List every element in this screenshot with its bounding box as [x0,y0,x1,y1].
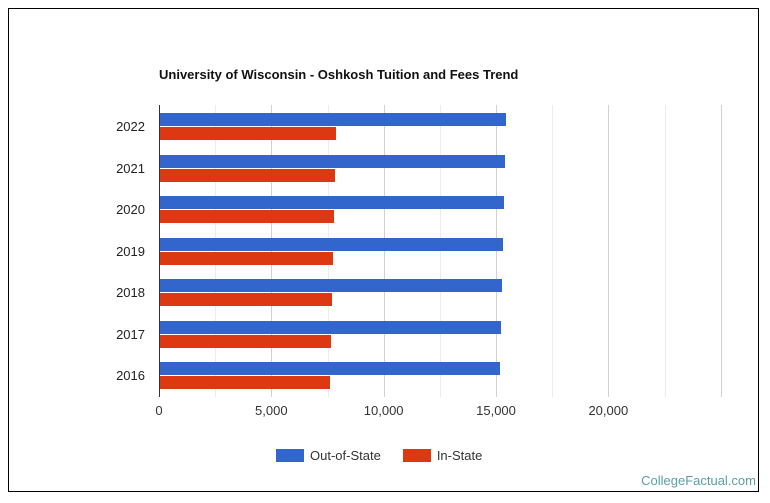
legend-item-out-of-state[interactable]: Out-of-State [276,448,381,463]
x-tick-label: 20,000 [588,403,629,418]
gridline [328,105,329,397]
source-credit[interactable]: CollegeFactual.com [641,473,756,488]
legend-label: In-State [436,448,483,463]
legend-item-in-state[interactable]: In-State [402,448,483,463]
bar-in-state-2017[interactable] [160,334,331,348]
bar-out-of-state-2016[interactable] [160,362,500,375]
bar-out-of-state-2018[interactable] [160,279,502,292]
plot-area [159,105,770,397]
y-tick-label: 2017 [116,326,145,342]
bar-in-state-2021[interactable] [160,168,335,182]
bar-out-of-state-2021[interactable] [160,154,505,168]
legend-swatch-out-of-state [276,449,304,462]
y-tick-label: 2016 [116,368,145,383]
gridline [721,105,722,397]
x-tick-label: 15,000 [476,403,516,418]
bar-in-state-2016[interactable] [160,376,330,389]
chart-title: University of Wisconsin - Oshkosh Tuitio… [159,67,519,82]
bar-in-state-2019[interactable] [160,251,333,265]
gridline [384,105,385,397]
x-tick-label: 5,000 [255,403,288,418]
gridline [271,105,272,397]
x-tick-label: 0 [155,403,163,418]
bar-out-of-state-2022[interactable] [160,113,506,126]
gridline [496,105,497,397]
y-tick-label: 2020 [116,202,145,217]
bar-out-of-state-2020[interactable] [160,196,504,209]
y-tick-label: 2022 [116,119,145,134]
bar-in-state-2022[interactable] [160,127,336,140]
gridline [215,105,216,397]
bar-in-state-2020[interactable] [160,210,334,223]
y-tick-label: 2019 [116,243,145,259]
legend-label: Out-of-State [310,448,381,463]
bar-out-of-state-2017[interactable] [160,320,501,334]
gridline [552,105,553,397]
y-tick-label: 2021 [116,160,145,176]
legend-swatch-in-state [402,449,431,462]
bar-out-of-state-2019[interactable] [160,237,503,251]
y-tick-label: 2018 [116,285,145,300]
gridline [608,105,609,397]
gridline [440,105,441,397]
chart-frame [8,8,759,492]
x-tick-label: 10,000 [363,403,404,418]
gridline [665,105,666,397]
y-axis-line [159,105,160,397]
bar-in-state-2018[interactable] [160,293,332,306]
legend: Out-of-State In-State [276,448,504,463]
